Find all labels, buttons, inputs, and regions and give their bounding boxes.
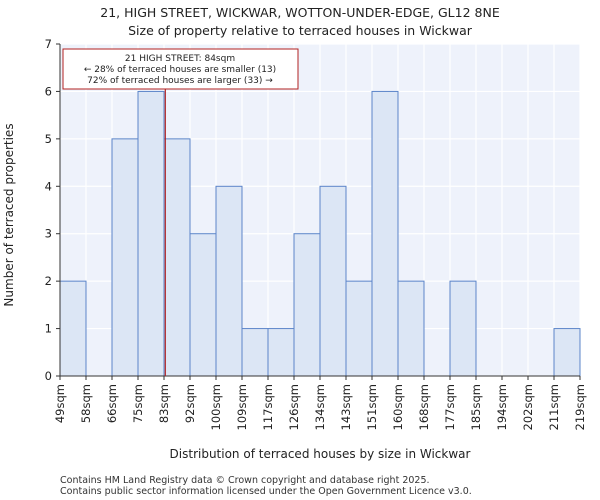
x-tick-label: 211sqm xyxy=(547,384,561,430)
annotation-line-2: ← 28% of terraced houses are smaller (13… xyxy=(84,65,276,75)
x-tick-label: 83sqm xyxy=(157,384,171,423)
x-tick-label: 219sqm xyxy=(573,384,587,430)
y-axis-label: Number of terraced properties xyxy=(2,123,16,306)
x-tick-label: 194sqm xyxy=(495,384,509,430)
footer-line-1: Contains HM Land Registry data © Crown c… xyxy=(60,475,430,486)
y-tick-label: 2 xyxy=(45,274,52,288)
x-tick-label: 143sqm xyxy=(339,384,353,430)
annotation-line-1: 21 HIGH STREET: 84sqm xyxy=(125,54,235,64)
bar xyxy=(267,328,295,377)
annotation-line-3: 72% of terraced houses are larger (33) → xyxy=(87,76,273,86)
bar xyxy=(319,185,347,377)
x-tick-label: 134sqm xyxy=(313,384,327,430)
x-tick-label: 100sqm xyxy=(209,384,223,430)
x-tick-label: 109sqm xyxy=(235,384,249,430)
bar xyxy=(59,280,87,377)
y-ticks: 0 1 2 3 4 5 6 7 xyxy=(45,37,60,383)
chart-title: 21, HIGH STREET, WICKWAR, WOTTON-UNDER-E… xyxy=(100,5,500,20)
annotation-box: 21 HIGH STREET: 84sqm ← 28% of terraced … xyxy=(62,48,299,90)
x-tick-label: 117sqm xyxy=(261,384,275,430)
bar xyxy=(189,233,217,377)
x-tick-label: 185sqm xyxy=(469,384,483,430)
bar xyxy=(293,233,321,377)
x-tick-label: 160sqm xyxy=(391,384,405,430)
x-tick-label: 58sqm xyxy=(79,384,93,423)
bars xyxy=(59,90,581,377)
x-tick-label: 75sqm xyxy=(131,384,145,423)
bar xyxy=(241,328,269,377)
bar xyxy=(345,280,373,377)
x-ticks: 49sqm 58sqm 66sqm 75sqm 83sqm 92sqm 100sqm 109s… xyxy=(53,376,587,430)
x-tick-label: 66sqm xyxy=(105,384,119,423)
y-tick-label: 7 xyxy=(45,37,52,51)
bar xyxy=(397,280,425,377)
footer-line-2: Contains public sector information licen… xyxy=(60,486,472,497)
bar xyxy=(111,138,139,377)
x-tick-label: 49sqm xyxy=(53,384,67,423)
y-tick-label: 3 xyxy=(45,227,52,241)
y-tick-label: 5 xyxy=(45,132,52,146)
chart-subtitle: Size of property relative to terraced ho… xyxy=(128,23,473,38)
x-tick-label: 177sqm xyxy=(443,384,457,430)
y-tick-label: 6 xyxy=(45,84,52,98)
x-axis-label: Distribution of terraced houses by size … xyxy=(170,447,471,461)
y-tick-label: 0 xyxy=(45,369,52,383)
y-tick-label: 1 xyxy=(45,322,52,336)
x-tick-label: 126sqm xyxy=(287,384,301,430)
bar xyxy=(215,185,243,377)
x-tick-label: 92sqm xyxy=(183,384,197,423)
bar xyxy=(163,138,191,377)
x-tick-label: 202sqm xyxy=(521,384,535,430)
bar xyxy=(371,90,399,377)
y-tick-label: 4 xyxy=(45,179,52,193)
annotation-frame xyxy=(62,48,299,90)
bar xyxy=(449,280,477,377)
bar xyxy=(137,90,165,377)
x-tick-label: 151sqm xyxy=(365,384,379,430)
x-tick-label: 168sqm xyxy=(417,384,431,430)
bar xyxy=(553,328,581,377)
